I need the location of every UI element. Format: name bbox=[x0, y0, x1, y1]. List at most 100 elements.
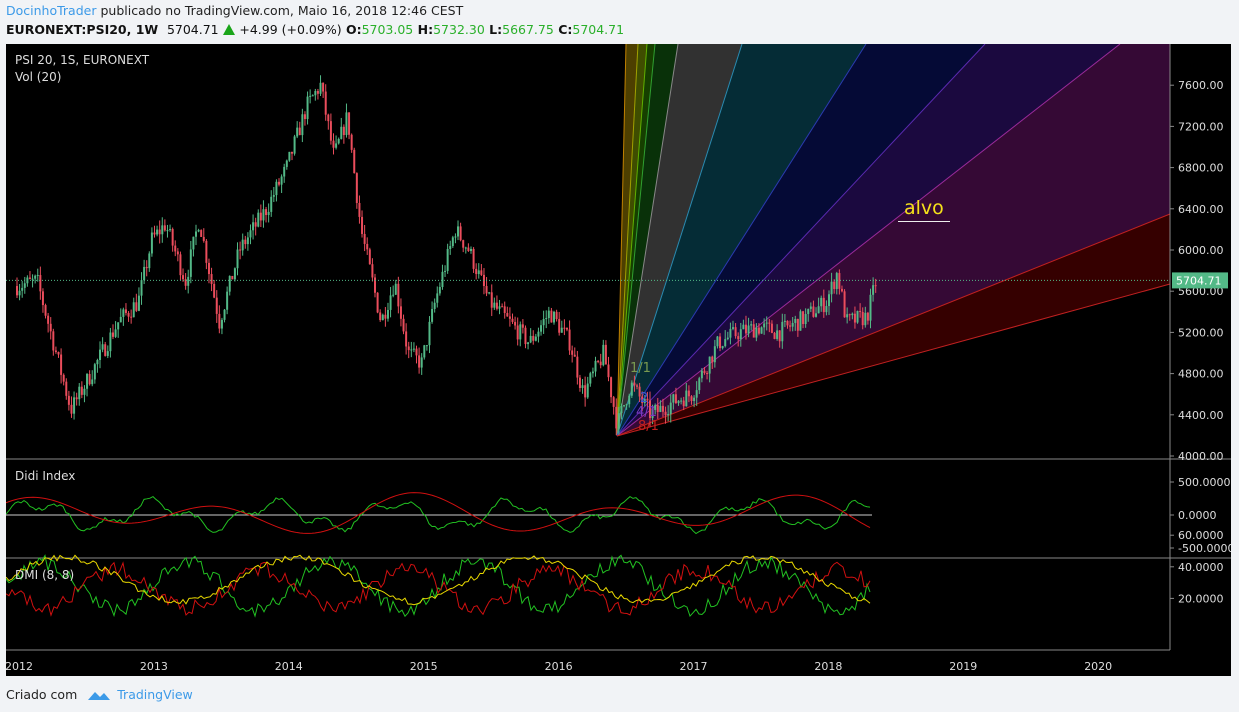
candle-body bbox=[809, 306, 812, 309]
candle-body bbox=[475, 268, 478, 275]
candle-body bbox=[550, 310, 553, 323]
candle-body bbox=[825, 306, 828, 313]
price-tick-label: 7600.00 bbox=[1178, 79, 1224, 92]
candle-body bbox=[223, 309, 226, 320]
time-tick-label: 2012 bbox=[6, 660, 33, 673]
price-tick-label: 6800.00 bbox=[1178, 162, 1224, 175]
gann-fan-label: 8/1 bbox=[638, 419, 659, 434]
candle-body bbox=[726, 337, 729, 340]
candle-body bbox=[874, 285, 877, 287]
candle-body bbox=[654, 405, 657, 410]
gann-fan-line bbox=[616, 44, 1121, 437]
candle-body bbox=[833, 281, 836, 290]
candle-body bbox=[31, 278, 34, 280]
candle-body bbox=[558, 319, 561, 333]
candle-body bbox=[249, 230, 252, 238]
candle-body bbox=[428, 321, 431, 346]
tradingview-link[interactable]: TradingView bbox=[117, 687, 193, 702]
candle-body bbox=[669, 402, 672, 415]
price-tick-label: 6400.00 bbox=[1178, 203, 1224, 216]
candle-body bbox=[503, 306, 506, 313]
candle-body bbox=[402, 318, 405, 332]
candle-body bbox=[122, 309, 125, 317]
candle-body bbox=[117, 322, 120, 330]
candle-body bbox=[246, 237, 249, 245]
candle-body bbox=[506, 312, 509, 317]
candle-body bbox=[773, 332, 776, 339]
candle-body bbox=[412, 348, 415, 350]
candle-body bbox=[651, 409, 654, 419]
dmi-tick-label: 60.0000 bbox=[1178, 529, 1224, 542]
candle-body bbox=[467, 247, 470, 251]
candle-body bbox=[464, 247, 467, 249]
candle-body bbox=[706, 372, 709, 374]
gann-fan-line bbox=[616, 44, 743, 437]
candle-body bbox=[153, 232, 156, 235]
candle-body bbox=[358, 202, 361, 217]
price-tick-label: 7200.00 bbox=[1178, 120, 1224, 133]
candle-body bbox=[283, 166, 286, 177]
candle-body bbox=[244, 239, 247, 245]
candle-body bbox=[501, 306, 504, 308]
author-link[interactable]: DocinhoTrader bbox=[6, 3, 97, 18]
candle-body bbox=[361, 216, 364, 234]
candle-body bbox=[187, 276, 190, 286]
candle-body bbox=[729, 328, 732, 338]
dmi-adx-line bbox=[6, 554, 871, 606]
candle-body bbox=[716, 336, 719, 347]
candle-body bbox=[781, 321, 784, 342]
candle-body bbox=[861, 312, 864, 326]
candle-body bbox=[682, 400, 685, 407]
candle-body bbox=[355, 173, 358, 203]
candle-body bbox=[119, 316, 122, 323]
candle-body bbox=[636, 385, 639, 387]
time-tick-label: 2016 bbox=[545, 660, 573, 673]
candle-body bbox=[96, 359, 99, 365]
target-annotation[interactable]: alvo bbox=[898, 197, 950, 222]
candle-body bbox=[786, 320, 789, 326]
chart-area[interactable]: 7600.00 7200.00 6800.00 6400.00 6000.00 5600.… bbox=[6, 44, 1231, 676]
candle-body bbox=[872, 285, 875, 295]
candle-body bbox=[18, 290, 21, 296]
candle-body bbox=[545, 318, 548, 320]
candle-body bbox=[80, 386, 83, 395]
dmi-label: DMI (8, 8) bbox=[15, 568, 75, 582]
candle-body bbox=[176, 251, 179, 255]
candle-body bbox=[820, 297, 823, 307]
candle-body bbox=[737, 336, 740, 340]
candle-body bbox=[625, 404, 628, 406]
publish-info: DocinhoTrader publicado no TradingView.c… bbox=[6, 3, 463, 18]
candle-body bbox=[441, 271, 444, 288]
price-tick-label: 4800.00 bbox=[1178, 368, 1224, 381]
candle-body bbox=[363, 233, 366, 244]
gann-fan-line bbox=[616, 44, 679, 437]
candle-body bbox=[815, 313, 818, 317]
time-tick-label: 2019 bbox=[949, 660, 977, 673]
candle-body bbox=[667, 414, 670, 416]
candle-body bbox=[843, 291, 846, 318]
candle-body bbox=[661, 405, 664, 412]
candle-body bbox=[49, 323, 52, 332]
candle-body bbox=[368, 249, 371, 265]
candle-body bbox=[342, 126, 345, 136]
candle-body bbox=[830, 281, 833, 295]
candle-body bbox=[303, 114, 306, 120]
candle-body bbox=[586, 383, 589, 398]
symbol-info: EURONEXT:PSI20, 1W 5704.71 +4.99 (+0.09%… bbox=[6, 22, 624, 37]
candle-body bbox=[39, 275, 42, 292]
candle-body bbox=[41, 291, 44, 306]
candle-body bbox=[301, 114, 304, 136]
candle-body bbox=[747, 325, 750, 334]
candle-body bbox=[150, 232, 153, 254]
candle-body bbox=[399, 306, 402, 319]
candle-body bbox=[88, 373, 91, 385]
candle-body bbox=[840, 288, 843, 292]
candle-body bbox=[171, 229, 174, 246]
candle-body bbox=[228, 275, 231, 292]
candle-body bbox=[700, 370, 703, 379]
chart-canvas[interactable]: 7600.00 7200.00 6800.00 6400.00 6000.00 5600.… bbox=[6, 44, 1231, 676]
candle-body bbox=[28, 277, 31, 279]
candle-body bbox=[200, 230, 203, 237]
candle-body bbox=[529, 335, 532, 343]
candle-body bbox=[309, 95, 312, 97]
